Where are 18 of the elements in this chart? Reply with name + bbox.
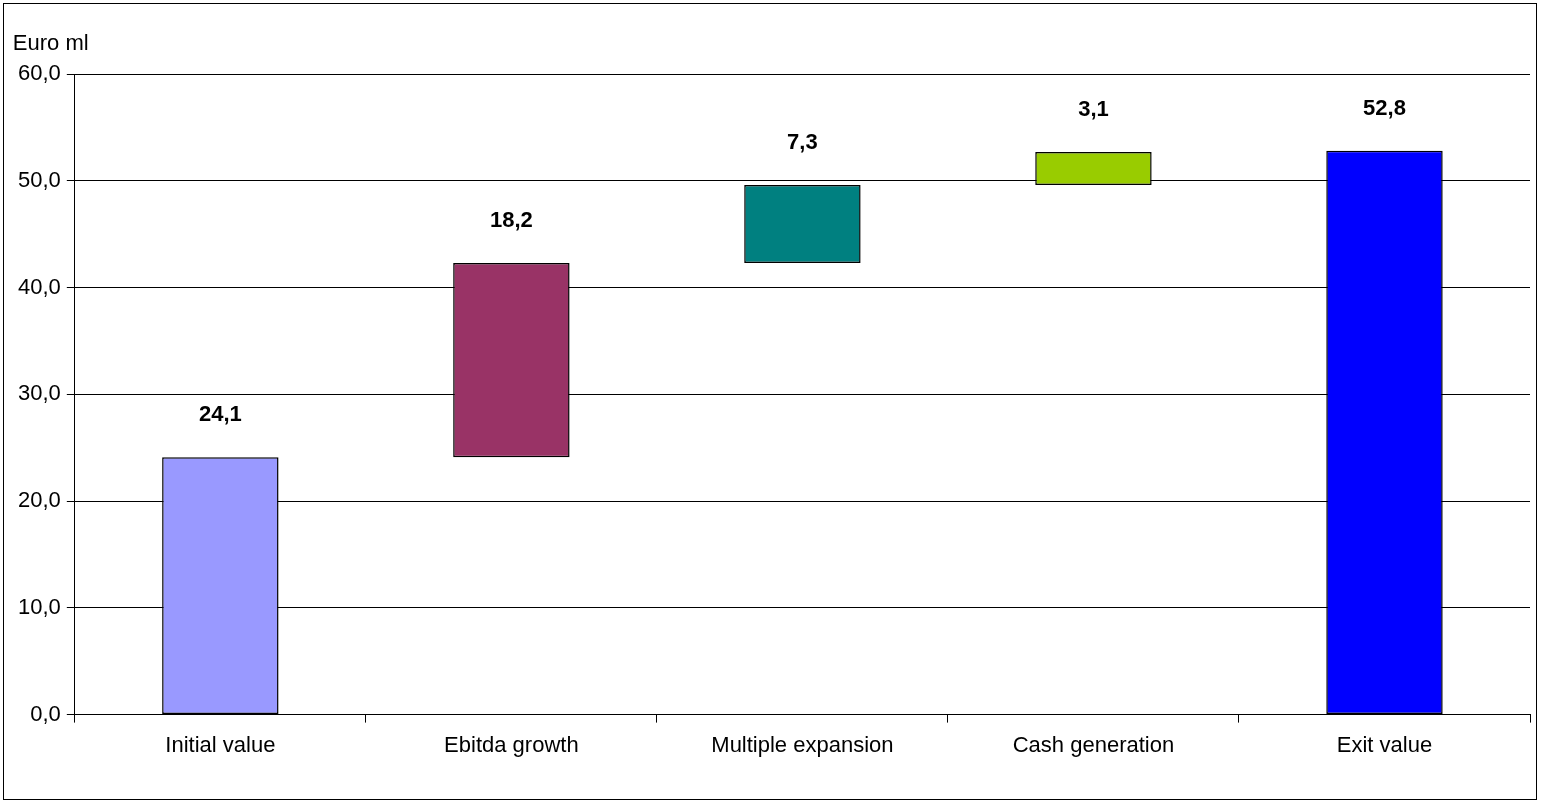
- y-tick-label: 10,0: [17, 593, 61, 619]
- data-label: 3,1: [1078, 96, 1109, 121]
- data-label: 52,8: [1363, 94, 1406, 120]
- y-tick-label: 0,0: [30, 700, 61, 726]
- data-label: 18,2: [489, 207, 533, 233]
- x-tick-label: Exit value: [1336, 731, 1433, 757]
- y-tick-label: 20,0: [17, 487, 61, 513]
- x-tick-label: Cash generation: [1012, 731, 1175, 757]
- data-label: 7,3: [787, 129, 818, 155]
- y-tick-label: 50,0: [17, 166, 61, 192]
- y-tick-label: 30,0: [17, 380, 61, 406]
- x-tick-label: Initial value: [165, 731, 276, 757]
- data-label: 24,1: [198, 401, 242, 427]
- x-tick-label: Multiple expansion: [711, 731, 894, 757]
- y-tick-label: 40,0: [17, 273, 61, 299]
- y-tick-label: 60,0: [17, 60, 61, 86]
- x-tick-label: Ebitda growth: [444, 731, 579, 757]
- y-axis-title: Euro ml: [12, 30, 89, 56]
